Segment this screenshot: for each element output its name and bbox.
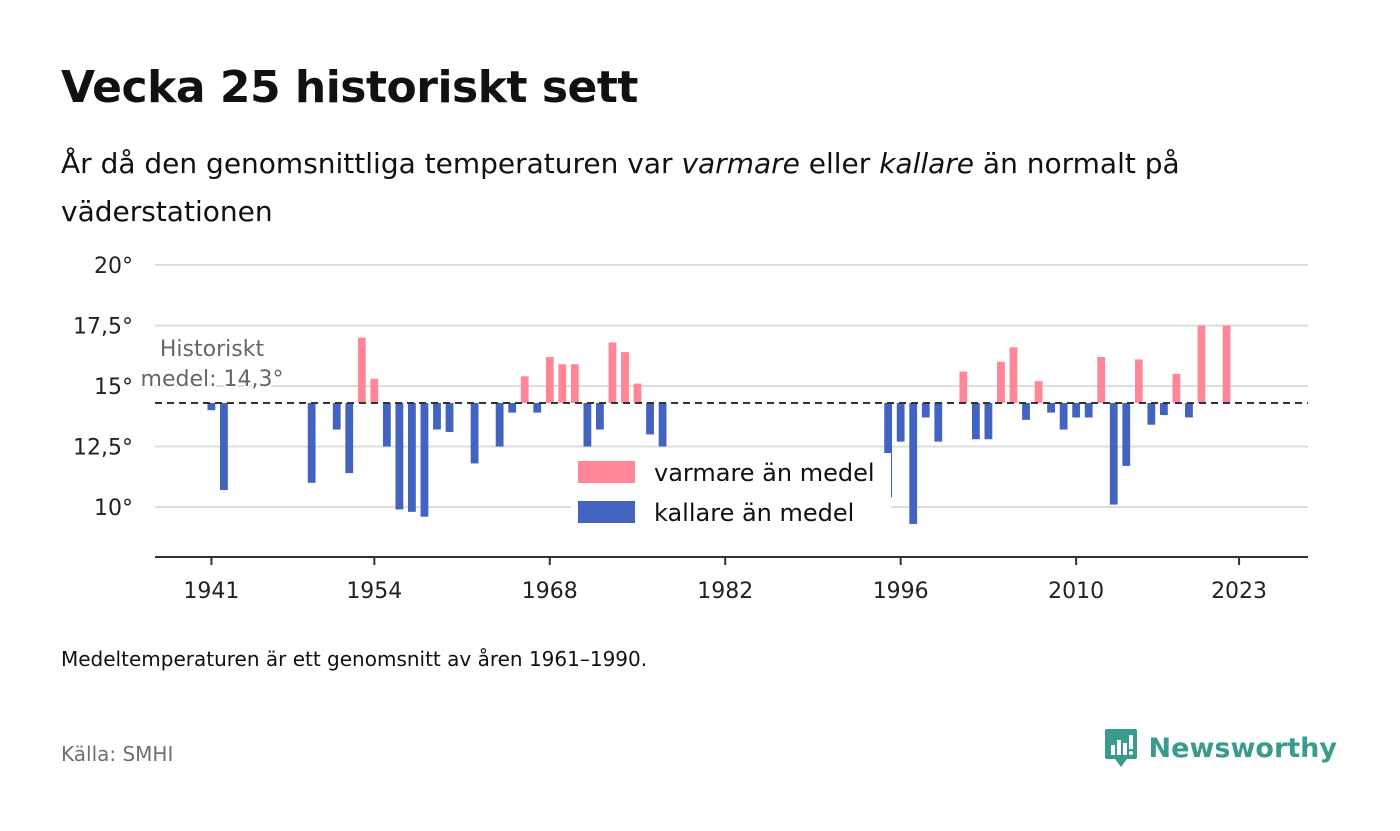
- bar-1960: [445, 402, 454, 432]
- legend: varmare än medel kallare än medel: [571, 453, 891, 533]
- x-tick-label-3: 1982: [697, 579, 753, 604]
- bar-2011: [1084, 402, 1093, 418]
- x-tick-label-1: 1954: [346, 579, 402, 604]
- subtitle-text-3: än normalt på väderstationen: [61, 147, 1180, 228]
- chart-title: Vecka 25 historiskt sett: [61, 62, 638, 113]
- bar-2012: [1097, 356, 1106, 403]
- bar-1962: [470, 402, 479, 464]
- bar-1967: [533, 402, 542, 413]
- bar-1958: [420, 402, 429, 517]
- legend-swatch-0: [578, 461, 635, 483]
- bar-2006: [1022, 402, 1030, 420]
- bar-1955: [382, 402, 391, 447]
- bar-1949: [307, 402, 316, 483]
- baseline-label-0: Historiskt: [160, 337, 265, 362]
- bar-1999: [934, 402, 943, 442]
- bar-1970: [570, 364, 579, 403]
- bar-1969: [558, 364, 567, 403]
- baseline-label-1: medel: 14,3°: [141, 367, 284, 392]
- bar-2018: [1172, 373, 1181, 403]
- bar-2016: [1147, 402, 1156, 425]
- bar-2004: [997, 361, 1005, 403]
- bar-1974: [621, 352, 629, 403]
- x-tick-label-6: 2023: [1211, 579, 1267, 604]
- bars: [207, 325, 1231, 524]
- bar-2005: [1009, 347, 1018, 403]
- bar-2001: [959, 371, 968, 403]
- x-tick-label-4: 1996: [873, 579, 929, 604]
- footnote: Medeltemperaturen är ett genomsnitt av å…: [61, 647, 648, 671]
- bar-1959: [433, 402, 441, 430]
- bar-1995: [884, 402, 893, 498]
- bar-2014: [1122, 402, 1131, 466]
- x-tick-label-0: 1941: [183, 579, 239, 604]
- bar-1998: [921, 402, 930, 418]
- bar-2010: [1072, 402, 1081, 418]
- newsworthy-logo-icon: [1104, 729, 1137, 767]
- chart-subtitle: År då den genomsnittliga temperaturen va…: [61, 140, 1291, 236]
- bar-1951: [332, 402, 341, 430]
- bar-2017: [1159, 402, 1168, 416]
- y-tick-label-1: 12,5°: [73, 436, 133, 461]
- bar-2002: [971, 402, 980, 440]
- bar-1973: [608, 342, 617, 403]
- bar-1952: [345, 402, 354, 474]
- bar-1956: [395, 402, 404, 510]
- bar-1977: [658, 402, 667, 447]
- y-tick-label-4: 20°: [94, 254, 133, 279]
- axes: 10° 12,5° 15° 17,5° 20° 1941 1954 1968 1982 1996 2…: [73, 254, 1308, 604]
- bar-2003: [984, 402, 993, 440]
- bar-2008: [1047, 402, 1055, 413]
- brand-name: Newsworthy: [1148, 732, 1337, 764]
- bar-1954: [370, 378, 379, 403]
- bar-2013: [1109, 402, 1118, 505]
- subtitle-text-1: År då den genomsnittliga temperaturen va…: [61, 147, 682, 180]
- bar-1957: [408, 402, 416, 512]
- subtitle-cold-word: kallare: [879, 147, 975, 180]
- brand-logo[interactable]: Newsworthy: [1103, 727, 1337, 769]
- bar-1996: [896, 402, 905, 442]
- y-tick-label-0: 10°: [94, 496, 133, 521]
- bar-1975: [633, 383, 642, 403]
- x-tick-label-2: 1968: [522, 579, 578, 604]
- bar-1997: [909, 402, 918, 524]
- y-tick-label-2: 15°: [94, 375, 133, 400]
- legend-label-1: kallare än medel: [654, 499, 854, 527]
- baseline: Historiskt medel: 14,3°: [139, 335, 1308, 404]
- bar-2009: [1059, 402, 1068, 430]
- subtitle-text-2: eller: [799, 147, 880, 180]
- bar-1953: [357, 337, 366, 403]
- bar-1941: [207, 402, 216, 411]
- bar-1965: [508, 402, 517, 413]
- subtitle-warm-word: varmare: [681, 147, 800, 180]
- bar-1942: [220, 402, 228, 491]
- bar-2007: [1034, 381, 1043, 403]
- y-tick-label-3: 17,5°: [73, 315, 133, 340]
- x-tick-label-5: 2010: [1048, 579, 1104, 604]
- bar-2015: [1134, 359, 1143, 403]
- bar-2020: [1197, 325, 1206, 403]
- bar-2019: [1185, 402, 1193, 418]
- bar-1964: [495, 402, 504, 447]
- bar-1971: [583, 402, 592, 447]
- legend-swatch-1: [578, 501, 635, 523]
- bar-1972: [596, 402, 604, 430]
- bar-1968: [545, 356, 554, 403]
- bar-1966: [520, 376, 529, 403]
- source-text: Källa: SMHI: [61, 742, 174, 766]
- bar-2022: [1222, 325, 1231, 403]
- legend-label-0: varmare än medel: [654, 459, 875, 487]
- bar-1976: [646, 402, 654, 435]
